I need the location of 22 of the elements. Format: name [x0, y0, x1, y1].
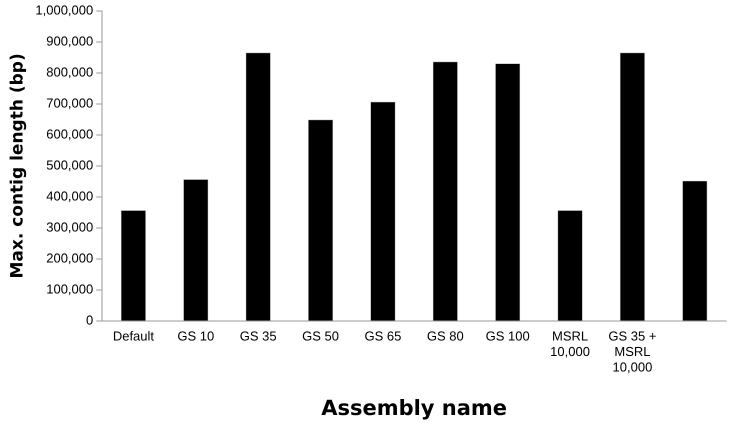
x-axis-title: Assembly name	[321, 396, 508, 420]
x-tick-label: Default	[112, 328, 154, 344]
y-tick-label: 0	[86, 312, 94, 328]
y-tick-label: 300,000	[46, 220, 94, 235]
x-tick-label: GS 35 + MSRL 10,000	[608, 328, 656, 375]
y-tick-label: 400,000	[46, 188, 94, 204]
y-axis-title: Max. contig length (bp)	[8, 53, 28, 279]
x-tick-label: GS 50	[302, 328, 339, 344]
y-tick-label: 700,000	[46, 95, 94, 110]
x-tick-label: MSRL 10,000	[550, 328, 590, 359]
x-tick-label: GS 100	[486, 328, 530, 344]
x-tick-label: GS 35	[240, 328, 277, 344]
y-tick-label: 900,000	[46, 33, 94, 48]
x-tick-label: GS 65	[364, 328, 402, 344]
y-tick-label: 200,000	[46, 250, 94, 266]
y-tick-label: 1,000,000	[35, 2, 94, 18]
y-tick-label: 800,000	[46, 64, 94, 80]
y-tick-label: 500,000	[46, 157, 94, 172]
y-tick-label: 600,000	[46, 126, 94, 142]
x-tick-label: GS 80	[426, 328, 464, 344]
y-tick-label: 100,000	[46, 282, 94, 297]
x-tick-label: GS 10	[177, 328, 214, 344]
